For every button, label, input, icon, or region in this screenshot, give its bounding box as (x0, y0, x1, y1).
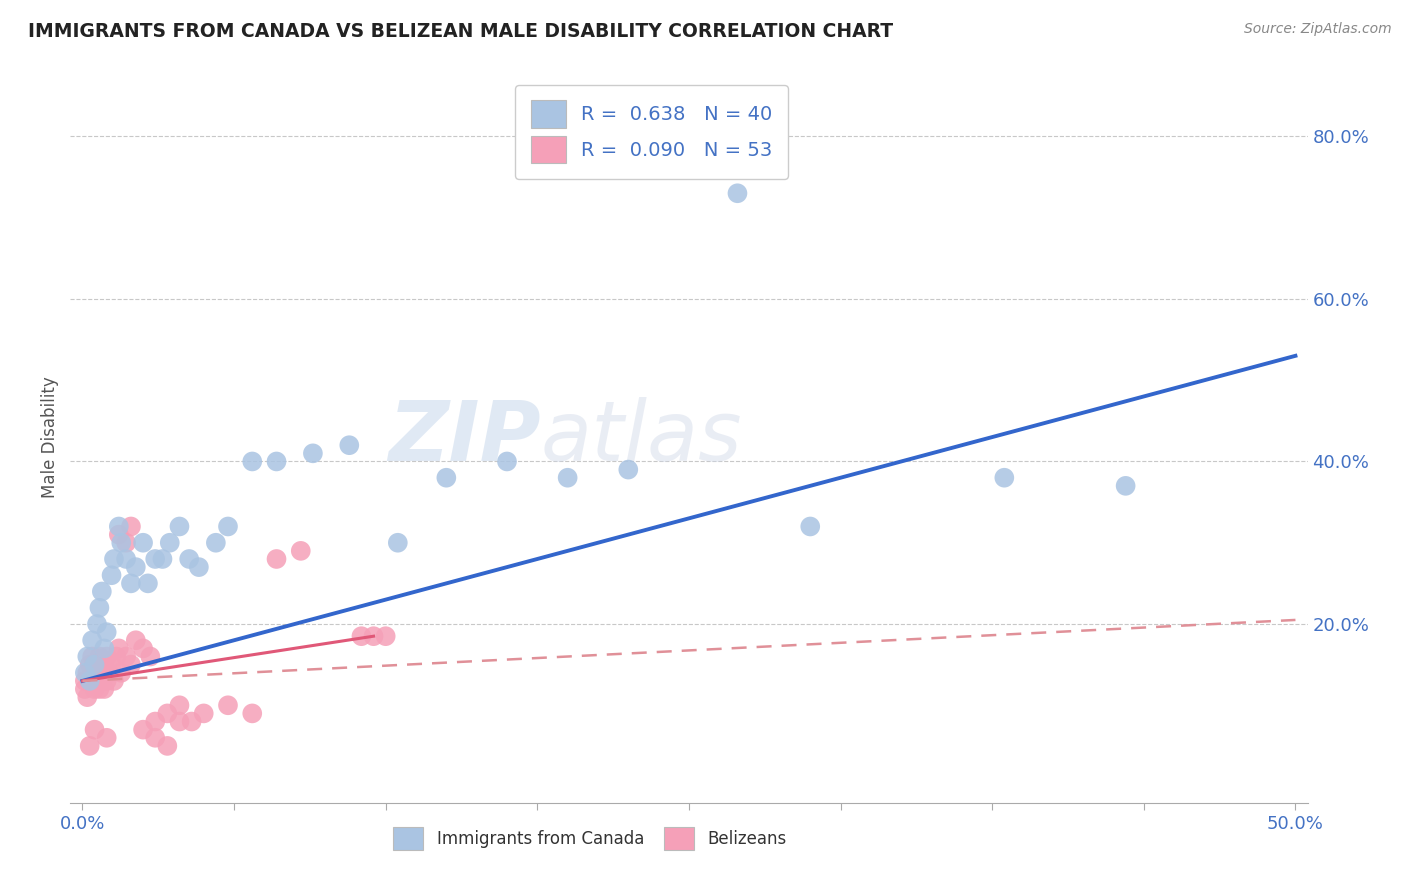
Point (179, 552, 201, 566)
Point (108, 641, 131, 656)
Point (290, 544, 312, 558)
Point (143, 552, 166, 566)
Point (169, 714, 191, 729)
Point (93, 641, 115, 656)
Point (727, 186, 749, 201)
Point (557, 471, 579, 485)
Point (79, 739, 101, 753)
Point (132, 641, 155, 656)
Point (89, 681, 111, 696)
Point (143, 731, 166, 745)
Point (76, 690, 98, 705)
Point (76, 665, 98, 680)
Point (180, 714, 202, 729)
Point (169, 519, 191, 533)
Point (100, 568, 122, 582)
Text: Source: ZipAtlas.com: Source: ZipAtlas.com (1244, 22, 1392, 37)
Point (89, 649, 111, 664)
Point (83, 681, 105, 696)
Point (83, 723, 105, 737)
Point (187, 560, 209, 574)
Point (799, 519, 821, 533)
Point (217, 519, 239, 533)
Point (125, 560, 148, 574)
Point (156, 739, 179, 753)
Point (169, 698, 191, 713)
Point (115, 552, 138, 566)
Point (120, 519, 142, 533)
Point (110, 665, 132, 680)
Point (100, 657, 122, 672)
Point (108, 527, 131, 541)
Point (152, 552, 174, 566)
Point (217, 698, 239, 713)
Point (73, 681, 96, 696)
Point (617, 462, 640, 476)
Text: IMMIGRANTS FROM CANADA VS BELIZEAN MALE DISABILITY CORRELATION CHART: IMMIGRANTS FROM CANADA VS BELIZEAN MALE … (28, 22, 893, 41)
Point (82, 665, 104, 680)
Point (93, 681, 115, 696)
Point (496, 454, 519, 468)
Point (73, 665, 96, 680)
Point (156, 706, 179, 721)
Point (98, 665, 121, 680)
Point (103, 673, 125, 688)
Point (73, 673, 96, 688)
Point (993, 471, 1015, 485)
Point (240, 454, 263, 468)
Point (136, 576, 159, 591)
Point (266, 454, 288, 468)
Point (205, 535, 228, 549)
Y-axis label: Male Disability: Male Disability (41, 376, 59, 498)
Point (337, 438, 360, 452)
Point (115, 649, 138, 664)
Point (76, 649, 98, 664)
Point (120, 657, 142, 672)
Point (86, 617, 108, 632)
Point (132, 535, 155, 549)
Point (96, 649, 118, 664)
Point (193, 706, 215, 721)
Point (1115, 479, 1137, 493)
Point (96, 673, 118, 688)
Point (266, 552, 288, 566)
Point (143, 714, 166, 729)
Point (240, 706, 263, 721)
Point (82, 633, 104, 648)
Point (120, 576, 142, 591)
Point (83, 657, 105, 672)
Point (89, 600, 111, 615)
Point (79, 673, 101, 688)
Point (90, 584, 112, 599)
Point (103, 552, 125, 566)
Point (82, 649, 104, 664)
Point (132, 723, 155, 737)
Point (115, 535, 138, 549)
Point (93, 657, 115, 672)
Legend: Immigrants from Canada, Belizeans: Immigrants from Canada, Belizeans (384, 817, 797, 860)
Point (125, 633, 148, 648)
Point (108, 519, 131, 533)
Point (96, 731, 118, 745)
Point (302, 446, 325, 460)
Point (90, 665, 112, 680)
Point (159, 535, 181, 549)
Point (96, 625, 118, 640)
Point (90, 673, 112, 688)
Point (139, 649, 162, 664)
Point (79, 657, 101, 672)
Text: ZIP: ZIP (388, 397, 540, 477)
Text: atlas: atlas (540, 397, 742, 477)
Point (363, 629, 385, 643)
Point (86, 665, 108, 680)
Point (374, 629, 396, 643)
Point (83, 657, 105, 672)
Point (105, 649, 128, 664)
Point (387, 535, 409, 549)
Point (350, 629, 373, 643)
Point (86, 673, 108, 688)
Point (110, 535, 132, 549)
Point (79, 673, 101, 688)
Point (434, 471, 457, 485)
